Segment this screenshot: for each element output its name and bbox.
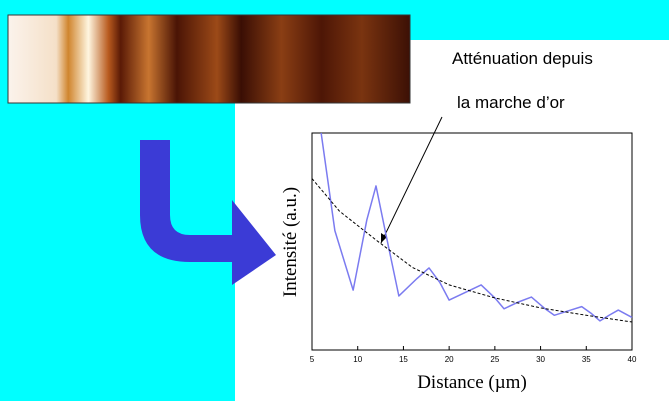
stm-image: [8, 15, 410, 103]
x-tick-label: 15: [399, 355, 408, 364]
annotation: la marche d’or: [457, 93, 565, 112]
x-tick-label: 40: [628, 355, 637, 364]
x-tick-label: 10: [353, 355, 362, 364]
y-axis-label: Intensité (a.u.): [280, 187, 301, 297]
x-axis-label: Distance (µm): [417, 372, 527, 393]
annotation: Atténuation depuis: [452, 49, 593, 68]
x-tick-label: 20: [445, 355, 454, 364]
slide: Atténuation depuis la marche d’or Distan…: [0, 0, 669, 401]
x-tick-label: 25: [490, 355, 499, 364]
x-tick-label: 35: [582, 355, 591, 364]
x-tick-label: 5: [310, 355, 315, 364]
x-tick-label: 30: [536, 355, 545, 364]
